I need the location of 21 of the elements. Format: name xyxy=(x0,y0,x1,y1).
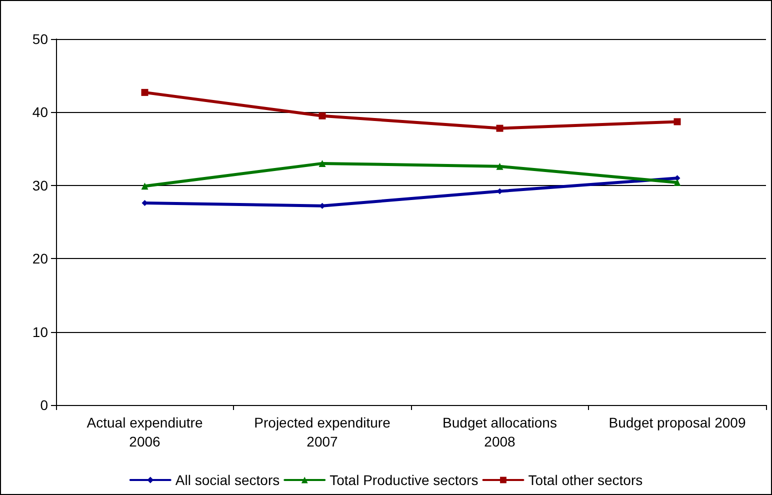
point xyxy=(141,88,148,96)
point xyxy=(496,162,504,170)
y-tick-label: 40 xyxy=(32,104,48,120)
x-tick-label: Actual expendiutre 2006 xyxy=(86,414,203,450)
legend-label: Total other sectors xyxy=(528,472,643,488)
point xyxy=(674,178,681,186)
point xyxy=(141,182,148,190)
point xyxy=(674,118,681,126)
x-tick-label: Budget proposal 2009 xyxy=(608,414,746,430)
point xyxy=(318,112,326,120)
point xyxy=(318,160,326,167)
x-tick-label: Budget allocations 2008 xyxy=(442,414,557,450)
y-tick-label: 20 xyxy=(32,250,48,267)
legend-label: All social sectors xyxy=(175,472,280,488)
y-tick-label: 30 xyxy=(32,177,48,194)
y-tick-label: 10 xyxy=(32,324,48,340)
point xyxy=(496,124,504,132)
y-tick-label: 0 xyxy=(40,397,48,413)
x-tick-label: Projected expenditure 2007 xyxy=(254,414,391,450)
legend-label: Total Productive sectors xyxy=(330,472,478,488)
y-tick-label: 50 xyxy=(32,31,48,47)
